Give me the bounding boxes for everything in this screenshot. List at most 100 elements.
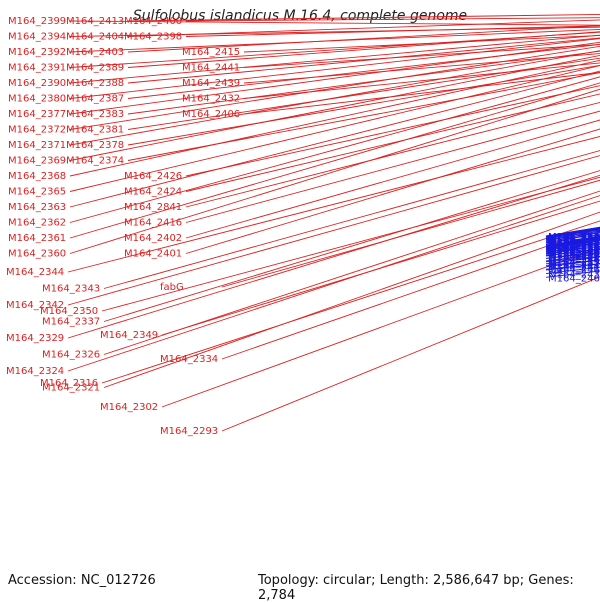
gene-label: M164_2356 — [548, 236, 600, 247]
gene-label: M164_2340 — [548, 235, 600, 246]
gene-label: M164_2399 — [8, 16, 66, 27]
leader-line — [103, 190, 600, 355]
gene-label: M164_2389 — [66, 63, 124, 74]
gene-label: M164_2386 — [548, 254, 600, 265]
gene-label: M164_2406 — [182, 109, 240, 120]
gene-label: M164_2398 — [124, 32, 182, 43]
leader-line — [69, 34, 600, 84]
gene-label: M164_2364 — [548, 245, 600, 256]
gene-label: M164_2449 — [548, 261, 600, 272]
leader-line — [69, 88, 600, 254]
leader-line — [69, 29, 600, 53]
gene-label: M164_2351 — [548, 244, 600, 255]
gene-label: M164_2302 — [100, 402, 158, 413]
gene-label: M164_2371 — [8, 140, 66, 151]
leader-line — [221, 179, 600, 288]
gene-label: M164_2350 — [40, 306, 98, 317]
leader-line — [545, 230, 600, 243]
leader-line — [545, 226, 600, 237]
leader-line — [69, 45, 600, 130]
gene-label: M164_2439 — [182, 78, 240, 89]
gene-label: M164_2337 — [42, 317, 100, 328]
leader-line — [69, 20, 600, 26]
genome-summary: Topology: circular; Length: 2,586,647 bp… — [258, 573, 574, 603]
gene-label: M164_2441 — [182, 63, 240, 74]
gene-label: M164_2374 — [66, 156, 124, 167]
gene-label: M164_2461 — [548, 273, 600, 284]
leader-line — [545, 236, 600, 251]
gene-label: M164_2365 — [8, 187, 66, 198]
gene-label: M164_2368 — [8, 171, 66, 182]
gene-label: M164_2369 — [8, 156, 66, 167]
gene-label: M164_2403 — [66, 47, 124, 58]
gene-label: M164_2343 — [42, 284, 100, 295]
gene-label: M164_2380 — [8, 94, 66, 105]
leader-line — [127, 64, 600, 146]
gene-label: M164_2311 — [548, 246, 600, 257]
leader-line — [69, 41, 600, 115]
gene-label: M164_2321 — [42, 383, 100, 394]
gene-label: M164_2392 — [8, 47, 66, 58]
leader-line — [161, 246, 600, 408]
leader-line — [69, 59, 600, 177]
leader-line — [127, 14, 600, 22]
leader-line — [127, 44, 600, 99]
gene-label: M164_2432 — [182, 94, 240, 105]
gene-label: M164_2353 — [548, 232, 600, 243]
gene-label: M164_2378 — [66, 140, 124, 151]
gene-label: M164_2385 — [548, 243, 600, 254]
gene-label: M164_2413 — [66, 16, 124, 27]
gene-label: M164_2375 — [548, 247, 600, 258]
leader-line — [69, 82, 600, 239]
leader-line — [185, 128, 600, 254]
leader-lines — [67, 14, 600, 432]
accession-text: Accession: NC_012726 — [8, 573, 156, 588]
leader-line — [221, 276, 600, 432]
gene-label: M164_2318 — [548, 245, 600, 256]
gene-label: M164_2401 — [124, 249, 182, 260]
gene-label: M164_2366 — [548, 234, 600, 245]
gene-label: M164_2341 — [548, 248, 600, 259]
gene-label: M164_2412 — [548, 263, 600, 274]
gene-label: M164_2306 — [548, 240, 600, 251]
gene-label: M164_2322 — [548, 251, 600, 262]
leader-line — [67, 195, 600, 372]
gene-label: M164_2395 — [548, 241, 600, 252]
gene-label: M164_2407 — [548, 246, 600, 257]
leader-line — [69, 70, 600, 208]
leader-line — [243, 53, 600, 84]
gene-label: M164_2376 — [548, 242, 600, 253]
leader-line — [545, 227, 600, 238]
gene-label: M164_2346 — [548, 249, 600, 260]
leader-line — [161, 200, 600, 336]
gene-label: M164_2424 — [124, 187, 182, 198]
gene-label: M164_2348 — [548, 242, 600, 253]
gene-label: M164_2367 — [548, 233, 600, 244]
leader-line — [185, 85, 600, 177]
leader-line — [67, 136, 600, 273]
gene-label: M164_2429 — [548, 258, 600, 269]
leader-line — [545, 236, 600, 250]
leader-line — [185, 93, 600, 192]
gene-label: M164_2841 — [124, 202, 182, 213]
leader-line — [127, 37, 600, 84]
gene-label: M164_2468 — [548, 265, 600, 276]
gene-label: M164_2334 — [160, 354, 218, 365]
gene-label: M164_2379 — [548, 252, 600, 263]
gene-label: M164_2345 — [548, 232, 600, 243]
leader-line — [67, 174, 600, 339]
gene-label: M164_2382 — [548, 235, 600, 246]
gene-label: M164_2328 — [548, 243, 600, 254]
gene-label: M164_2338 — [548, 242, 600, 253]
gene-label: M164_2360 — [8, 249, 66, 260]
leader-line — [101, 176, 600, 312]
gene-label: M164_2391 — [8, 63, 66, 74]
gene-label: M164_2293 — [160, 426, 218, 437]
leader-line — [243, 43, 600, 68]
gene-label: M164_2362 — [8, 218, 66, 229]
gene-label: sat — [548, 266, 563, 277]
gene-labels: M164_2399M164_2394M164_2392M164_2391M164… — [6, 16, 600, 437]
gene-label: M164_2363 — [8, 202, 66, 213]
leader-line — [185, 119, 600, 239]
